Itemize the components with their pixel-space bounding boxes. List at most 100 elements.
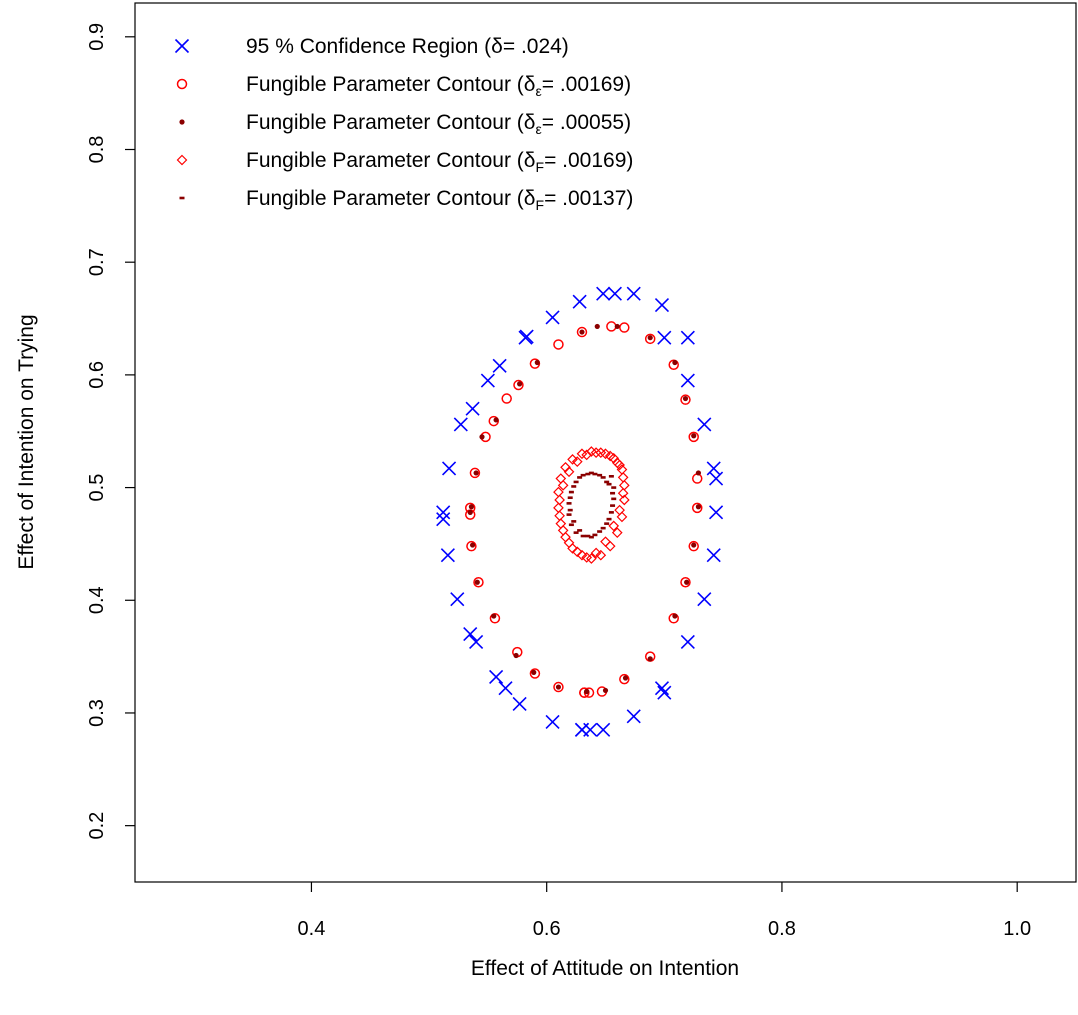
legend-label: 95 % Confidence Region (δ= .024) [246,35,569,58]
data-point [586,553,597,564]
data-point [606,321,617,332]
data-point [691,473,703,484]
data-point [436,505,451,520]
data-point [534,359,540,366]
data-point [617,487,629,499]
legend-item: Fungible Parameter Contour (δF= .00169) [176,149,633,175]
data-point [469,542,476,548]
data-point [469,467,481,479]
data-point [709,505,724,520]
data-point [595,549,607,561]
data-point [709,471,724,486]
data-point [512,696,527,712]
data-point [571,546,583,558]
legend-item: Fungible Parameter Contour (δF= .00137) [179,187,633,213]
legend-label: Fungible Parameter Contour (δF= .00137) [246,187,633,213]
y-tick-label: 0.8 [86,136,108,164]
series-circle [464,321,703,698]
data-point [607,286,622,301]
data-point [545,310,560,325]
data-point [492,358,507,373]
data-point [581,552,593,563]
data-point [626,286,641,301]
data-point [614,459,625,471]
data-point [614,323,620,330]
data-point [680,330,695,345]
legend-item: Fungible Parameter Contour (δε= .00055) [179,111,631,137]
data-point [463,627,478,642]
data-point [554,494,565,506]
data-point [672,613,678,619]
data-point [706,548,721,563]
data-point [590,547,602,559]
data-point [531,669,537,675]
data-point [608,520,620,532]
data-point [618,494,630,506]
y-tick-label: 0.3 [86,699,108,727]
data-point [647,656,653,662]
legend-marker [179,119,185,125]
data-point [644,333,656,345]
legend-marker [176,154,188,166]
data-point [654,297,670,313]
data-point [553,339,564,350]
data-point [467,509,473,515]
data-point [473,576,484,588]
data-point [581,449,593,461]
y-axis-title: Effect of Intention on Trying [15,314,38,569]
data-point [440,548,455,563]
y-tick-label: 0.5 [86,474,108,502]
data-point [436,512,451,527]
data-point [688,431,699,443]
data-point [619,673,630,685]
x-axis: 0.4 0.6 0.8 1.0 [298,882,1031,940]
legend-label: Fungible Parameter Contour (δF= .00169) [246,149,633,175]
data-point [657,330,672,345]
data-point [657,685,672,700]
data-point [529,668,541,679]
legend-item: 95 % Confidence Region (δ= .024) [174,35,569,58]
data-point [479,434,485,440]
data-point [611,527,623,539]
data-point [691,542,697,548]
data-point [567,454,578,465]
data-point [563,537,575,549]
plot-frame [134,2,1077,883]
data-point [498,681,513,696]
data-point [691,433,697,439]
data-point [545,714,560,730]
data-point [474,579,480,585]
data-point [553,502,564,514]
data-point [680,373,695,388]
data-point [468,504,475,510]
data-point [465,401,480,416]
data-point [553,681,564,693]
data-point [706,461,721,476]
data-point [491,613,497,619]
y-tick-label: 0.4 [86,586,108,614]
data-point [554,510,565,522]
data-point [672,359,678,366]
data-point [557,479,569,491]
data-point [466,540,477,552]
data-point [600,536,611,548]
x-tick-label: 1.0 [1003,918,1031,940]
data-point [680,576,691,588]
data-point [572,294,587,309]
data-point [691,502,703,514]
data-point [594,323,600,330]
y-tick-label: 0.9 [86,23,108,51]
data-point [695,504,702,510]
data-point [688,540,699,552]
legend-label: Fungible Parameter Contour (δε= .00169) [246,73,631,99]
data-point [604,540,616,552]
data-point [571,456,583,468]
data-point [619,322,630,333]
data-point [557,525,569,536]
data-point [555,684,562,690]
data-point [563,466,575,478]
data-point [617,472,629,483]
data-point [480,373,495,388]
data-point [682,395,689,402]
data-point [680,394,691,405]
